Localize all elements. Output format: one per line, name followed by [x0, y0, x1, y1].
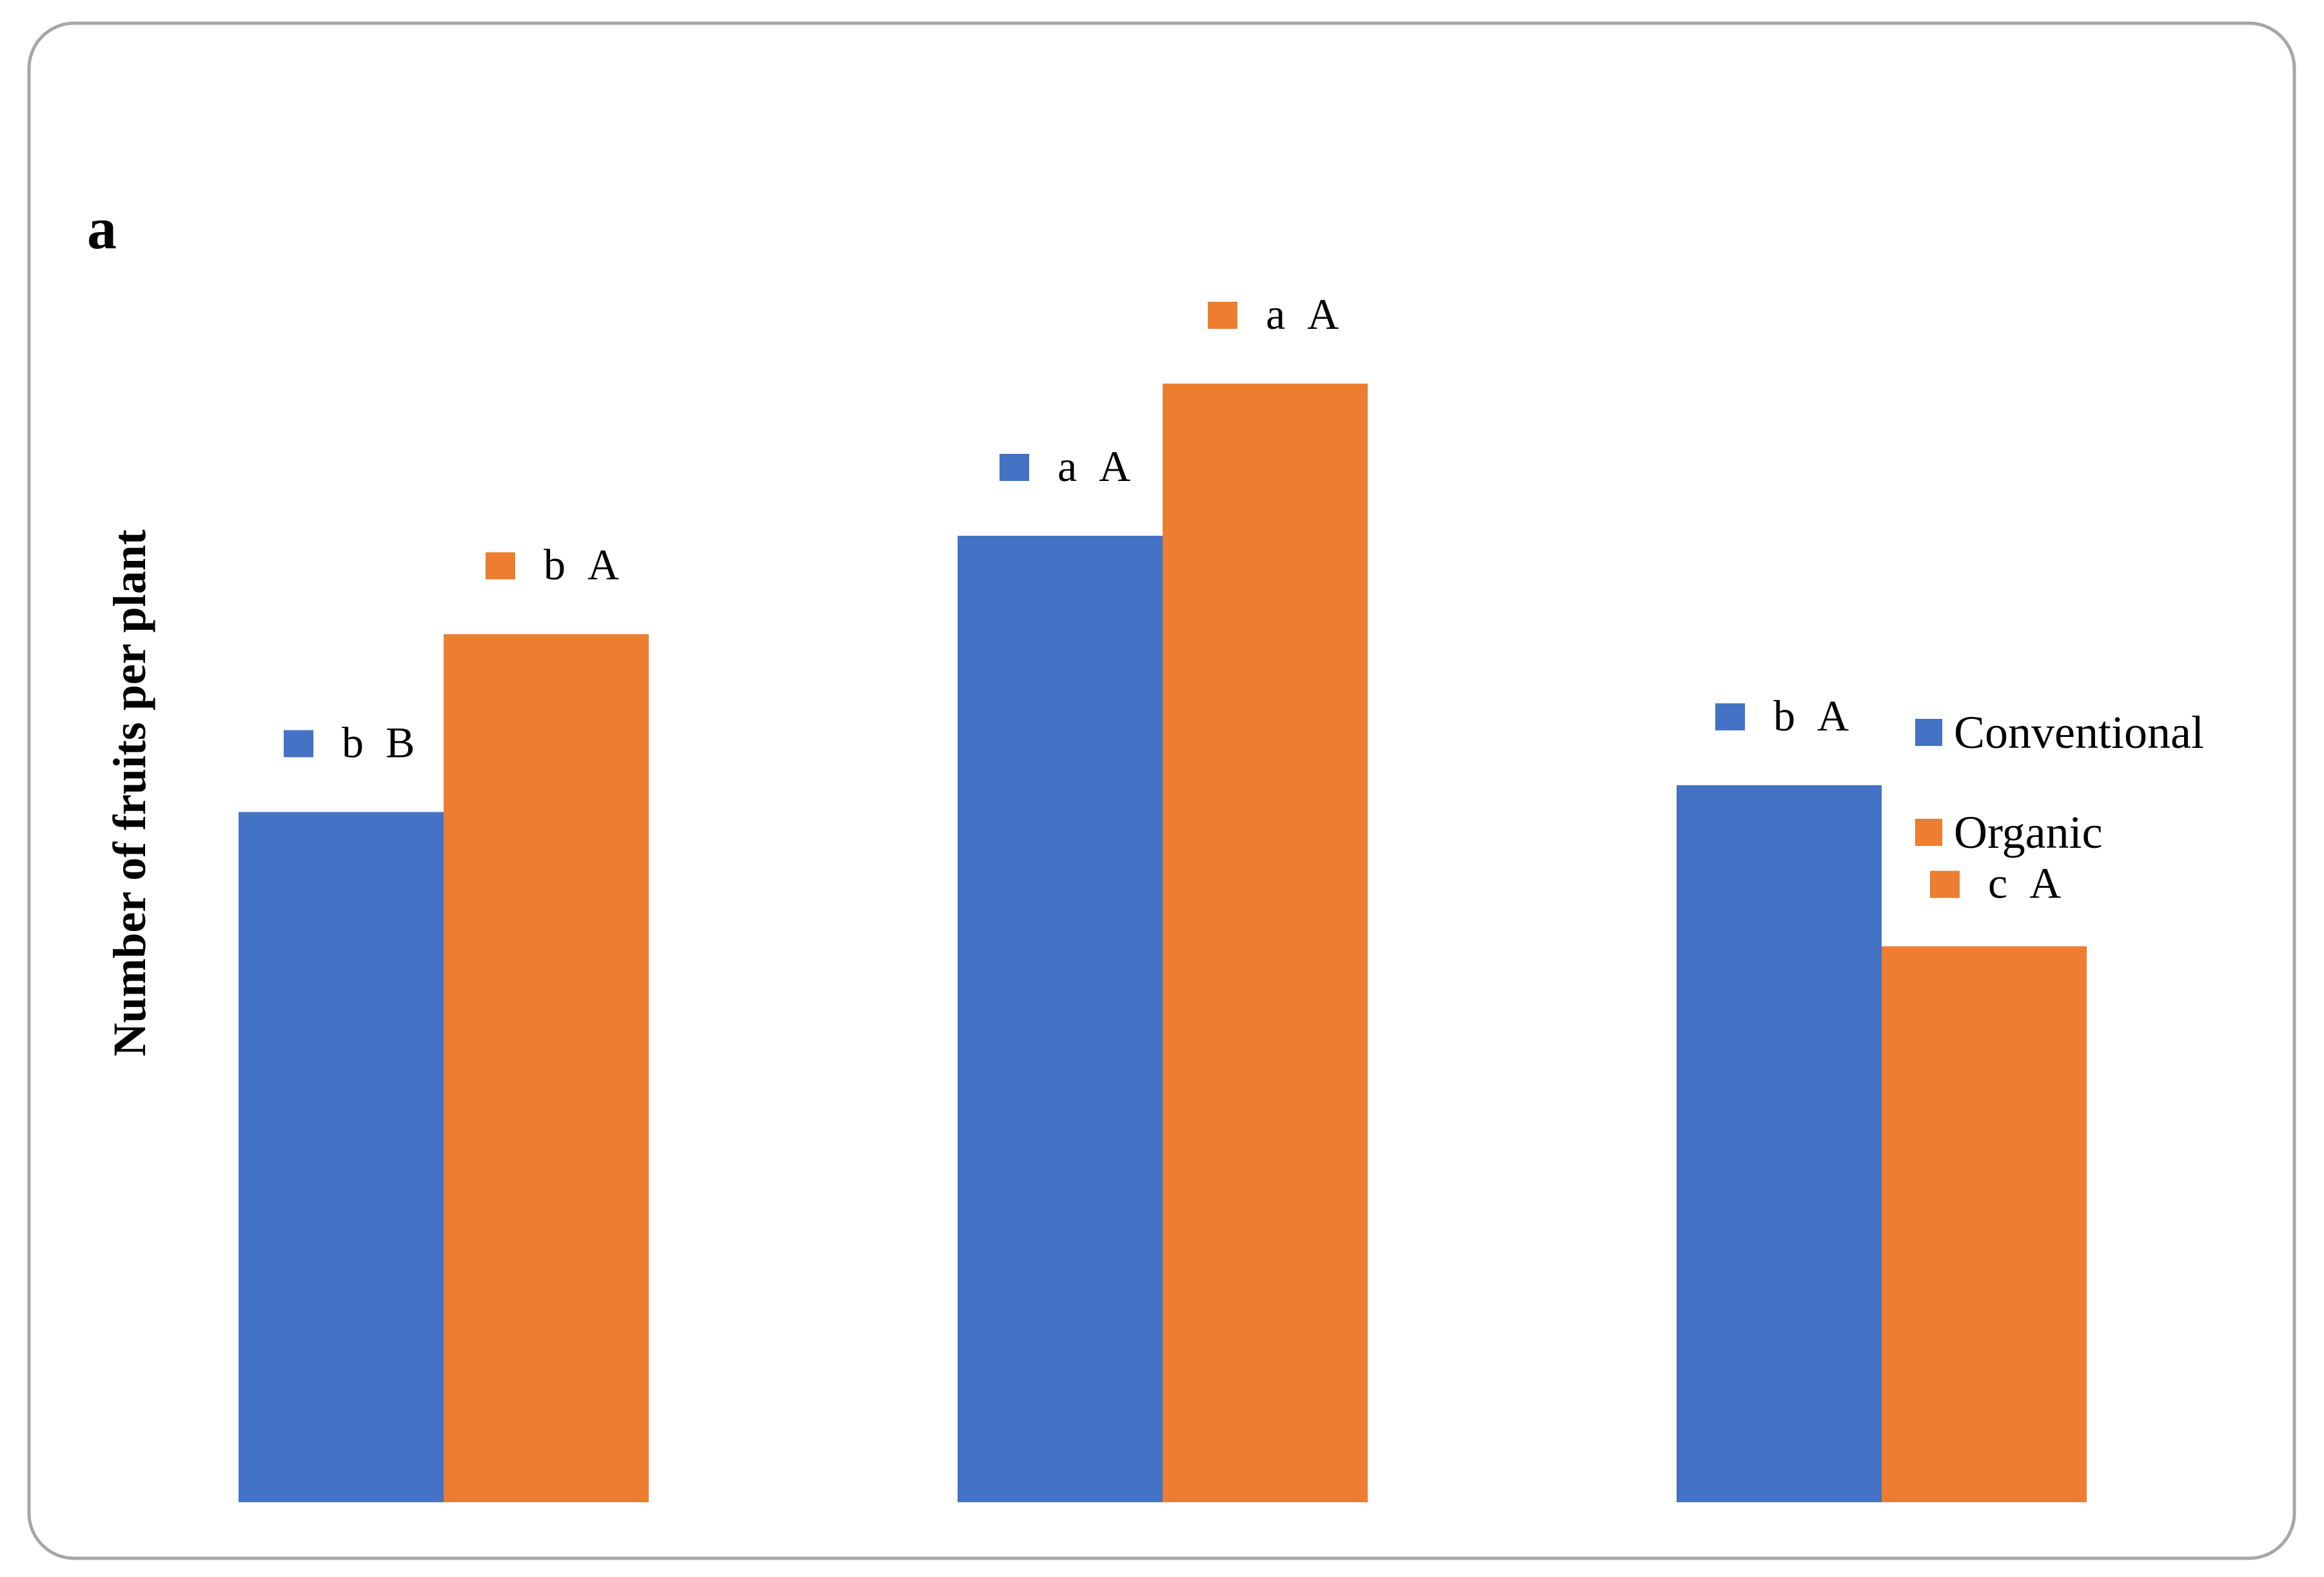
bar-organic-3 — [1882, 946, 2087, 1502]
bar-organic-1 — [444, 634, 649, 1502]
bar-conventional-2 — [958, 535, 1163, 1503]
bars-group — [239, 384, 2087, 1503]
bar-label-marker-organic-1 — [486, 552, 515, 580]
bar-conventional-1 — [239, 812, 444, 1502]
legend-label-organic: Organic — [1954, 807, 2103, 858]
bar-label-marker-organic-3 — [1930, 870, 1960, 898]
bar-label-conventional-3: b A — [1773, 691, 1849, 740]
legend-swatch-organic — [1915, 819, 1942, 846]
bar-label-conventional-2: a A — [1058, 442, 1130, 491]
panel-label: a — [87, 195, 117, 261]
y-axis-label: Number of fruits per plant — [104, 529, 155, 1056]
legend-swatch-conventional — [1915, 719, 1942, 746]
bar-label-marker-conventional-3 — [1715, 703, 1745, 730]
legend-label-conventional: Conventional — [1954, 707, 2204, 758]
bar-label-organic-3: c A — [1988, 859, 2061, 908]
bar-organic-2 — [1163, 384, 1368, 1502]
bar-label-marker-conventional-2 — [1000, 453, 1029, 481]
bar-labels-group: b B a A b A b A a A c A — [284, 289, 2061, 908]
bar-label-marker-conventional-1 — [284, 730, 313, 758]
bar-conventional-3 — [1677, 785, 1882, 1502]
bar-label-organic-2: a A — [1266, 289, 1339, 338]
legend: Conventional Organic — [1915, 707, 2204, 858]
bar-label-organic-1: b A — [544, 540, 619, 589]
bar-label-marker-organic-2 — [1208, 302, 1237, 329]
bar-label-conventional-1: b B — [342, 718, 415, 767]
